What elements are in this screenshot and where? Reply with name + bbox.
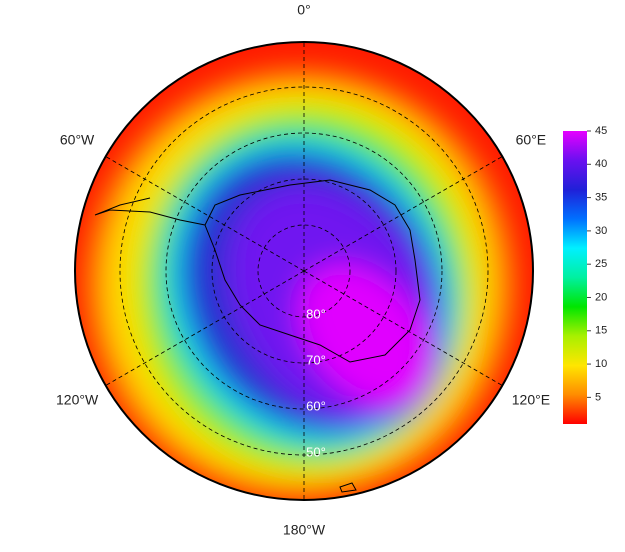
- graticule: [105, 42, 503, 500]
- colorbar-tick-label: 30: [595, 225, 607, 237]
- colorbar-tick-label: 20: [595, 291, 607, 303]
- map-border: [74, 41, 534, 501]
- meridian: [105, 156, 305, 272]
- lat-label: 50°: [306, 444, 326, 459]
- lat-label: 70°: [306, 352, 326, 367]
- lat-label: 80°: [306, 306, 326, 321]
- meridian: [105, 270, 305, 386]
- lon-label: 0°: [297, 2, 310, 18]
- parallel: [119, 86, 489, 456]
- island: [339, 482, 357, 493]
- parallel: [211, 178, 397, 364]
- colorbar-tick-label: 25: [595, 258, 607, 270]
- lon-label: 180°W: [283, 522, 326, 538]
- colorbar-tick-label: 45: [595, 125, 607, 137]
- colorbar-tick-label: 35: [595, 191, 607, 203]
- meridian: [303, 156, 503, 272]
- lat-label: 60°: [306, 398, 326, 413]
- coastline: [94, 179, 421, 363]
- colorbar-tick-label: 10: [595, 358, 607, 370]
- meridian: [303, 270, 503, 386]
- parallel: [257, 224, 351, 318]
- parallel: [165, 132, 443, 410]
- lon-label: 60°E: [516, 132, 547, 148]
- ozone-field: [75, 42, 533, 500]
- colorbar-tick-label: 15: [595, 325, 607, 337]
- colorbar-tick-label: 40: [595, 158, 607, 170]
- lon-label: 120°E: [512, 392, 550, 408]
- colorbar: [563, 131, 587, 424]
- colorbar-tick-label: 5: [595, 391, 601, 403]
- lon-label: 60°W: [60, 132, 95, 148]
- lon-label: 120°W: [56, 392, 99, 408]
